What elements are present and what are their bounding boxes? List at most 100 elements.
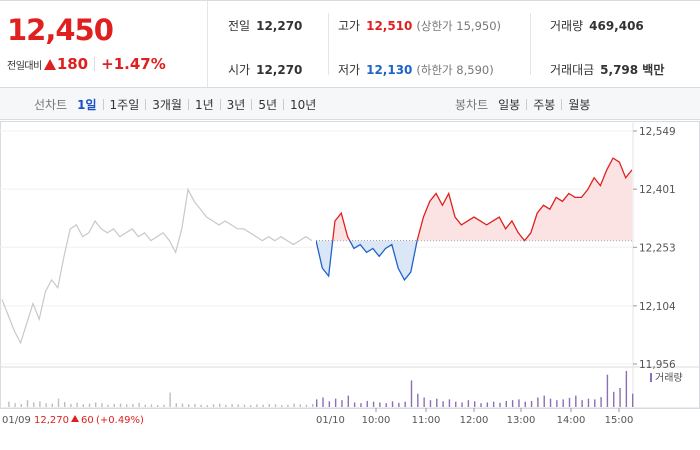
x-tick-label: 10:00 [362,415,391,426]
volume-bar [8,401,10,407]
volume-bar [404,401,406,407]
volume-bar [328,401,331,407]
volume-bar [524,401,526,407]
change-divider [94,57,96,71]
tab-period-6[interactable]: 10년 [290,97,317,112]
tab-period-2[interactable]: 3개월 [152,97,182,112]
volume-bar [206,405,208,407]
down-area [316,240,632,280]
volume-bar [274,404,277,407]
volume-bar [360,403,362,407]
volume-bar [530,400,533,407]
change-percent: +1.47% [101,55,166,73]
volume-bar [353,402,356,407]
volume-legend-swatch [650,373,652,382]
chart-frame [0,121,700,409]
volume-bar [594,399,596,407]
tab-separator [561,98,563,110]
volume-bar [467,400,470,407]
x-tick-label: 13:00 [507,415,536,426]
stats-divider [530,13,531,75]
tab-separator [187,98,189,110]
volume-bar [299,404,301,407]
tab-period-5[interactable]: 5년 [258,97,278,112]
tab-separator [251,98,253,110]
volume-bar [486,402,489,407]
volume-bar [511,400,514,407]
today-line-up [316,157,632,241]
tab-candle-0[interactable]: 일봉 [498,97,521,112]
volume-bar [169,392,171,407]
tab-period-0[interactable]: 1일 [77,97,97,112]
volume-bar [398,402,400,407]
volume-bar [556,400,558,407]
volume-bar [562,399,564,407]
volume-bar [237,404,239,407]
volume-bar [262,404,264,407]
tab-separator [219,98,221,110]
volume-bar [293,403,295,407]
volume-bar [429,400,432,407]
volume-bar [64,402,66,407]
volume-bar [219,403,221,407]
up-triangle-icon [43,58,56,70]
prev-day-close: 12,270 [34,415,69,426]
volume-bar [322,397,324,407]
volume-bar [243,404,246,407]
volume-bar [417,393,419,407]
volume-bar [632,393,634,407]
volume-bar [448,399,451,407]
stat-trade-value: 거래대금 5,798 백만 [550,63,665,77]
volume-bar [250,405,252,407]
volume-bar [231,403,233,407]
prev-day-change-pct: (+0.49%) [96,415,144,426]
change-row: 전일대비 180 +1.47% [7,55,166,73]
volume-bar [113,403,115,407]
volume-bar [175,403,177,407]
current-price: 12,450 [7,13,114,47]
y-tick-label: 12,104 [639,301,676,313]
x-tick-label: 12:00 [460,415,489,426]
volume-bar [51,403,53,407]
tab-candle-2[interactable]: 월봉 [568,97,591,112]
stat-prev-close: 전일 12,270 [228,19,303,33]
x-tick-label: 14:00 [557,415,586,426]
prev-day-up-icon [71,415,79,422]
volume-bar [57,398,60,407]
y-tick-label: 12,549 [639,126,676,138]
volume-bar [505,400,507,407]
volume-bar [132,403,134,407]
volume-bar [379,402,381,407]
volume-bar [372,401,375,407]
tab-period-3[interactable]: 1년 [194,97,214,112]
x-tick-label: 11:00 [412,415,441,426]
volume-bar [480,403,482,407]
tab-period-4[interactable]: 3년 [226,97,246,112]
volume-bar [334,398,337,407]
volume-bar [163,404,165,407]
candle-chart-tabs: 봉차트 일봉 주봉 월봉 [455,88,590,120]
volume-bar [20,403,22,407]
today-line-down [316,240,526,282]
today-label: 01/10 [316,415,345,426]
volume-bar [499,402,501,407]
prev-day-change: 60 [81,415,94,426]
volume-bar [33,402,35,407]
y-tick-label: 11,956 [639,359,676,371]
tab-candle-1[interactable]: 주봉 [533,97,556,112]
volume-bar [268,403,270,407]
volume-bar [188,404,190,407]
tab-separator [145,98,147,110]
change-label: 전일대비 [7,60,42,72]
volume-bar [281,405,283,407]
volume-bar [119,403,122,407]
volume-bar [423,397,425,407]
x-tick-label: 15:00 [605,415,634,426]
tab-period-1[interactable]: 1주일 [109,97,140,112]
volume-bar [606,374,609,407]
volume-bar [347,395,349,407]
volume-bar [385,403,387,407]
volume-bar [82,404,84,407]
volume-bar [88,403,91,407]
